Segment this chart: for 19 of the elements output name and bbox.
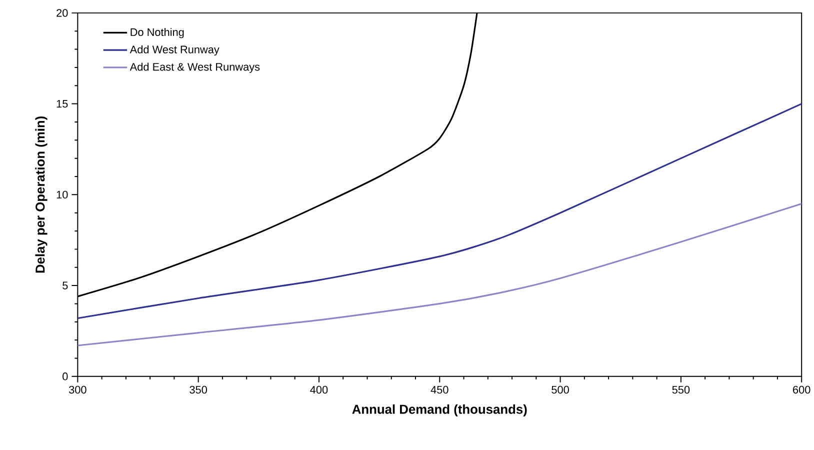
y-tick-label: 0 — [62, 372, 68, 380]
x-tick-label: 400 — [310, 386, 328, 394]
x-tick-label: 300 — [68, 386, 86, 394]
legend-label: Do Nothing — [130, 28, 184, 38]
x-tick-label: 450 — [430, 386, 448, 394]
y-axis-title: Delay per Operation (min) — [35, 116, 48, 273]
y-tick-label: 15 — [56, 100, 68, 108]
line-series — [78, 102, 802, 319]
legend-label: Add East & West Runways — [130, 62, 260, 73]
x-axis-title: Annual Demand (thousands) — [352, 404, 527, 416]
y-tick-label: 5 — [62, 282, 68, 290]
x-tick-label: 550 — [672, 386, 690, 394]
y-tick-label: 20 — [56, 9, 68, 17]
legend-label: Add West Runway — [130, 45, 220, 56]
x-tick-label: 500 — [552, 386, 569, 394]
x-tick-label: 350 — [190, 386, 207, 394]
y-tick-label: 10 — [56, 190, 68, 198]
line-series — [78, 202, 802, 346]
x-tick-label: 600 — [793, 386, 810, 394]
